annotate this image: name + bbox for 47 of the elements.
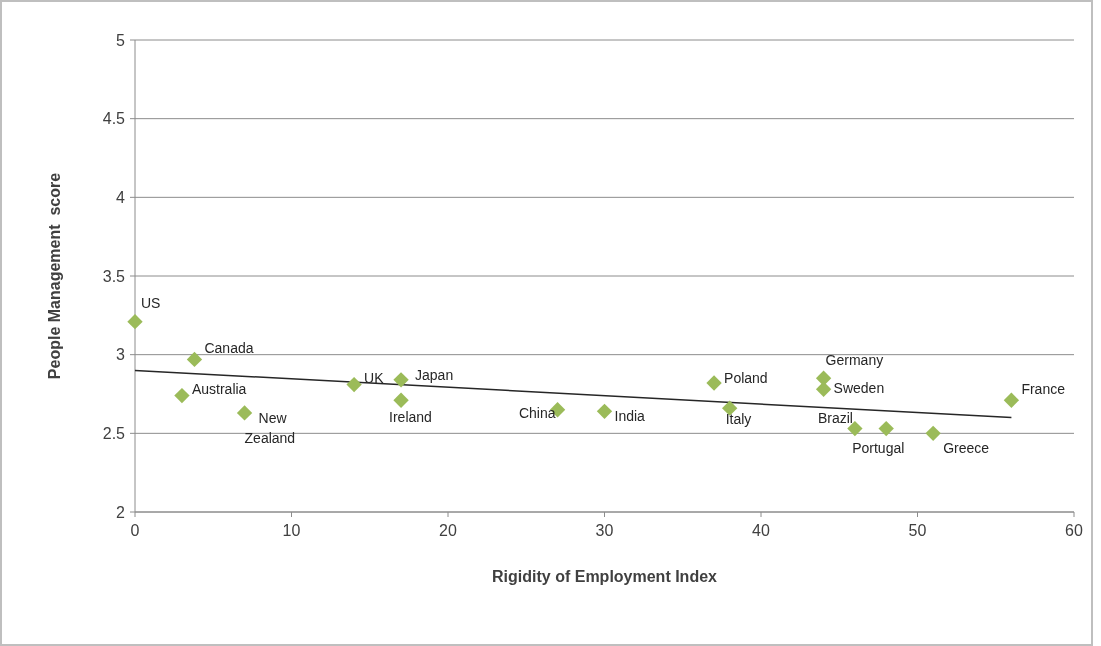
- annotation: Sweden: [833, 380, 885, 397]
- x-tick-label: 30: [595, 522, 614, 539]
- y-tick-label: 5: [116, 31, 126, 49]
- point: [815, 381, 832, 397]
- y-tick-label: 2.5: [102, 424, 126, 442]
- annotation: New Zealand: [244, 409, 296, 446]
- annotation: Australia: [191, 380, 247, 397]
- x-tick-label: 20: [439, 522, 457, 539]
- annotation: Portugal: [852, 439, 905, 456]
- annotation: Poland: [724, 369, 768, 386]
- point: [925, 425, 941, 441]
- point: [706, 375, 722, 391]
- annotation: Greece: [943, 440, 990, 457]
- x-tick-label: 50: [908, 522, 927, 539]
- point: [1003, 392, 1020, 408]
- point: [346, 376, 362, 393]
- annotation: China: [518, 404, 556, 421]
- y-axis-title: People Management score: [46, 172, 63, 380]
- point: [174, 387, 190, 404]
- y-tick-label: 3: [116, 346, 126, 364]
- point: [236, 405, 253, 421]
- x-tick-label: 0: [130, 522, 140, 539]
- annotation: US: [141, 294, 161, 311]
- point: [393, 372, 409, 388]
- point: [393, 392, 409, 408]
- annotation: Brazil: [817, 409, 853, 426]
- x-tick-label: 60: [1065, 522, 1083, 539]
- annotation: India: [614, 408, 646, 425]
- point: [127, 313, 143, 330]
- point: [596, 403, 613, 419]
- point: [186, 351, 203, 368]
- annotation: France: [1021, 381, 1066, 398]
- annotation: Italy: [725, 411, 752, 428]
- y-tick-label: 3.5: [102, 267, 126, 285]
- x-tick-label: 10: [282, 522, 301, 539]
- y-tick-label: 4.5: [102, 110, 126, 128]
- annotation: Germany: [825, 352, 884, 369]
- annotation: Ireland: [389, 409, 432, 426]
- point: [815, 370, 832, 386]
- annotation: Japan: [415, 366, 454, 383]
- annotation: UK: [364, 369, 385, 386]
- annotation: Canada: [204, 340, 254, 357]
- point: [878, 420, 894, 437]
- y-tick-label: 4: [116, 188, 126, 206]
- x-tick-label: 40: [752, 522, 770, 539]
- x-axis-title: Rigidity of Employment Index: [492, 568, 718, 585]
- y-tick-label: 2: [116, 503, 126, 521]
